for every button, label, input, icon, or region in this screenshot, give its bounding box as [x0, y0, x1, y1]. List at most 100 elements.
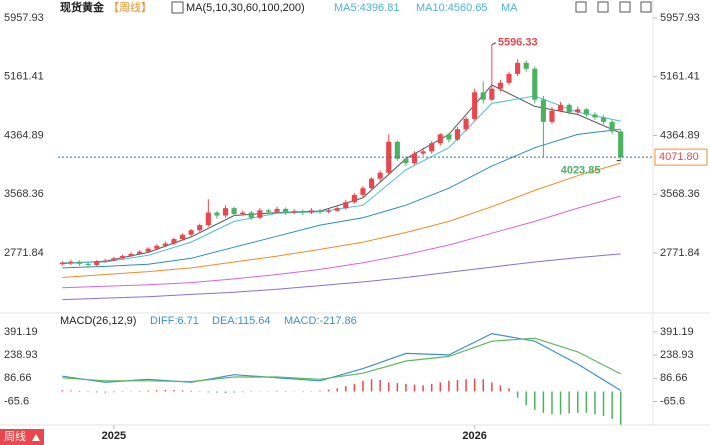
candle-body: [274, 208, 280, 212]
y-tick-label-right: 391.19: [660, 326, 694, 338]
legend-dea: DEA:115.64: [212, 315, 271, 327]
y-tick-label-left: 3568.36: [4, 188, 44, 200]
candle-body: [59, 262, 65, 265]
indicator-icon[interactable]: [171, 1, 184, 14]
legend-diff: DIFF:6.71: [150, 315, 199, 327]
candle-body: [540, 99, 546, 122]
y-tick-label-left: 4364.89: [4, 129, 44, 141]
y-tick-label-right: 86.66: [660, 372, 688, 384]
candle-body: [583, 109, 589, 115]
candle-body: [179, 234, 186, 240]
ma-line: [62, 162, 621, 278]
period-label: 【周线】: [108, 0, 152, 14]
candle-body: [317, 210, 323, 212]
y-tick-label-right: 2771.84: [660, 247, 700, 259]
candle-body: [283, 208, 289, 213]
ma-line: [62, 253, 621, 301]
candle-body: [429, 143, 435, 152]
candle-body: [214, 212, 220, 216]
y-tick-label-left: 238.93: [4, 349, 38, 361]
candle-body: [343, 202, 349, 209]
ma-line: [62, 128, 621, 269]
candle-body: [411, 153, 418, 164]
candle-body: [85, 263, 91, 265]
candle-body: [377, 172, 383, 179]
candle-body: [515, 62, 521, 74]
candle-body: [68, 261, 74, 263]
candle-body: [437, 134, 443, 144]
candle-body: [368, 178, 375, 189]
candle-body: [171, 239, 177, 244]
x-tick-label: 2025: [102, 430, 126, 442]
candle-body: [386, 141, 392, 173]
y-tick-label-right: 3568.36: [660, 188, 700, 200]
resize-icon[interactable]: [619, 1, 631, 13]
candle-body: [360, 188, 366, 195]
legend-macd: MACD:-217.86: [284, 315, 357, 327]
candle-body: [454, 129, 461, 140]
y-tick-label-left: 5957.93: [4, 12, 44, 24]
candle-body: [420, 151, 426, 154]
candle-body: [403, 158, 409, 164]
candle-body: [76, 261, 83, 264]
candle-body: [394, 141, 400, 159]
candle-body: [497, 82, 504, 89]
y-tick-label-right: -65.6: [660, 395, 685, 407]
candle-body: [575, 109, 581, 113]
badge-arrow: [32, 434, 40, 441]
legend-ma: MA: [501, 2, 518, 14]
ma-line: [62, 337, 621, 383]
close-icon[interactable]: [640, 1, 652, 13]
legend-ma5: MA5:4396.81: [334, 2, 399, 14]
candle-body: [291, 211, 297, 213]
annotation-leader: [491, 42, 497, 46]
candle-body: [231, 208, 237, 215]
settings-icon[interactable]: [575, 1, 587, 13]
candle-body: [265, 210, 272, 212]
candle-body: [326, 210, 332, 212]
candle-body: [618, 131, 624, 158]
candle-body: [351, 194, 357, 203]
ma-line: [62, 195, 621, 289]
y-tick-label-right: 5957.93: [660, 12, 700, 24]
candle-body: [128, 253, 134, 257]
candle-body: [94, 261, 100, 265]
candle-body: [102, 260, 108, 262]
candle-body: [248, 212, 254, 218]
annotation-label: 5596.33: [498, 37, 538, 49]
grid-icon[interactable]: [597, 1, 609, 13]
candle-body: [111, 258, 117, 261]
instrument-title: 现货黄金: [60, 0, 105, 14]
y-tick-label-right: 5161.41: [660, 71, 700, 83]
candle-body: [489, 88, 495, 100]
macd-title: MACD(26,12,9): [60, 315, 136, 327]
y-tick-label-left: 391.19: [4, 326, 38, 338]
y-tick-label-left: 5161.41: [4, 71, 44, 83]
candle-body: [472, 92, 478, 119]
candle-body: [205, 212, 211, 226]
last-price-label: 4071.80: [659, 151, 699, 163]
toolbar: [575, 1, 652, 13]
candle-body: [523, 62, 529, 69]
candle-body: [609, 121, 615, 132]
y-tick-label-right: 238.93: [660, 349, 694, 361]
indicator-label: MA(5,10,30,60,100,200): [186, 2, 305, 14]
y-tick-label-left: 2771.84: [4, 247, 44, 259]
candle-body: [308, 210, 315, 213]
candle-body: [566, 104, 572, 113]
candle-body: [145, 248, 151, 252]
candle-body: [162, 243, 168, 246]
y-tick-label-left: -65.6: [4, 395, 29, 407]
candle-body: [592, 114, 598, 118]
x-tick-label: 2026: [462, 430, 486, 442]
last-price-box: [654, 148, 708, 166]
ma-line: [62, 95, 621, 264]
candle-body: [137, 251, 143, 254]
candle-body: [557, 104, 564, 111]
ma-line: [62, 84, 621, 264]
ma-line: [62, 332, 622, 392]
candle-body: [119, 256, 126, 259]
candle-body: [463, 118, 469, 130]
